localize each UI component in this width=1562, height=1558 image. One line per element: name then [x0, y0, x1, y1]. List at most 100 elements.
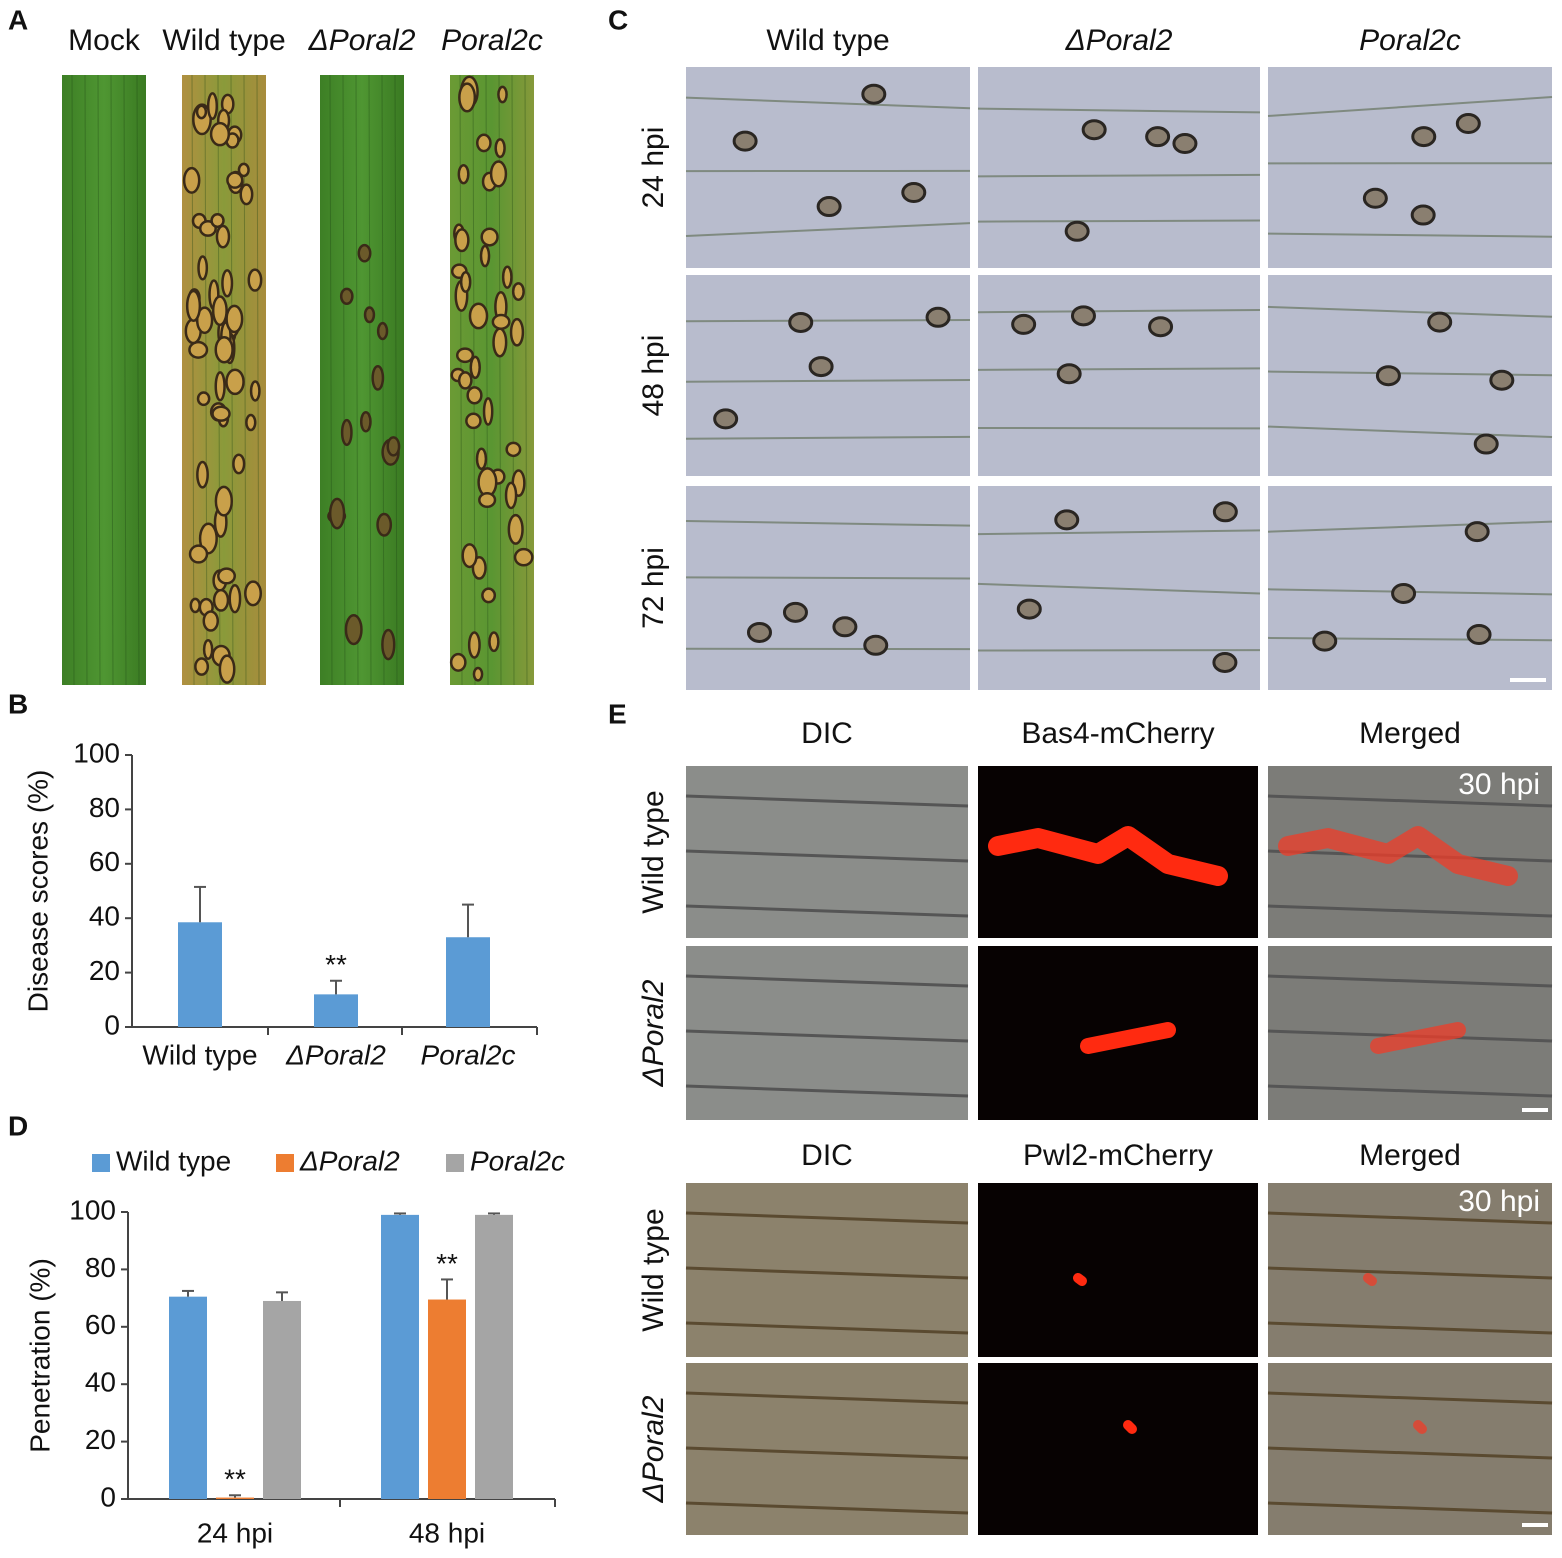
lesion	[198, 522, 218, 555]
lesion	[218, 654, 236, 684]
bar	[475, 1214, 513, 1499]
column-label: Wild type	[766, 24, 889, 57]
lesion	[194, 657, 210, 676]
column-label: Poral2c	[1359, 24, 1461, 57]
spore	[1466, 624, 1492, 646]
lesion	[482, 397, 494, 426]
lesion	[478, 491, 497, 508]
error-bar	[394, 1212, 406, 1215]
panel-letter: D	[8, 1110, 28, 1141]
spore	[1145, 126, 1171, 148]
cell-wall	[1267, 849, 1553, 863]
error-bar	[182, 1289, 194, 1297]
lesion	[461, 543, 478, 569]
fluorescent-hypha	[1363, 1273, 1377, 1286]
lesion	[214, 371, 226, 402]
fluorescence-image	[978, 1363, 1258, 1535]
micrograph	[686, 67, 970, 268]
panel-letter: C	[608, 4, 628, 35]
cell-wall	[1267, 1391, 1553, 1405]
x-tick-label: 48 hpi	[409, 1517, 485, 1548]
leaf-vein	[84, 74, 88, 686]
y-tick-label: 60	[85, 1309, 116, 1340]
lesion	[344, 614, 363, 646]
cell-wall	[685, 519, 971, 527]
cell-wall	[685, 435, 971, 440]
cell-wall	[685, 1266, 969, 1280]
cell-wall	[977, 219, 1261, 223]
leaf-photo	[320, 75, 404, 685]
micrograph	[1268, 67, 1552, 268]
cell-wall	[977, 529, 1261, 536]
lesion	[491, 313, 511, 330]
lesion	[226, 171, 244, 189]
leaf-label: ΔPoral2	[308, 24, 416, 57]
row-label: Wild type	[637, 790, 670, 913]
lesion	[469, 355, 481, 380]
leaf-label: Mock	[68, 24, 141, 57]
leaf-vein	[342, 74, 346, 686]
lesion	[359, 411, 372, 433]
lesion	[182, 166, 201, 194]
fluorescent-hypha	[1080, 1022, 1176, 1054]
leaf-vein	[511, 74, 515, 686]
lesion	[472, 666, 484, 682]
fluorescent-hypha	[1370, 1022, 1466, 1054]
lesion	[210, 213, 225, 229]
cell-wall	[1267, 305, 1553, 318]
lesion	[202, 610, 220, 632]
time-label: 30 hpi	[1458, 768, 1540, 801]
spore	[1391, 582, 1417, 604]
lesion	[185, 289, 202, 323]
cell-wall	[685, 1501, 969, 1515]
lesion	[217, 567, 236, 585]
y-tick-label: 40	[85, 1367, 116, 1398]
spore	[1011, 313, 1037, 335]
cell-wall	[1267, 1211, 1553, 1225]
spore	[863, 634, 889, 656]
spore	[732, 130, 758, 152]
lesion	[475, 447, 488, 471]
leaf-vein	[355, 74, 359, 686]
leaf-vein	[368, 74, 372, 686]
spore	[816, 196, 842, 218]
cell-wall	[1267, 520, 1553, 533]
y-tick-label: 100	[73, 737, 120, 768]
lesion	[458, 82, 477, 113]
spore	[861, 83, 887, 105]
lesion	[209, 121, 231, 147]
lesion	[489, 160, 508, 188]
spore	[713, 408, 739, 430]
error-bar	[488, 1212, 500, 1215]
cell-wall	[977, 107, 1261, 114]
bar	[446, 937, 490, 1027]
column-label: DIC	[801, 1139, 853, 1172]
lesion	[211, 295, 228, 327]
y-tick-label: 0	[104, 1009, 120, 1040]
lesion	[211, 405, 231, 422]
leaf-vein	[123, 74, 127, 686]
legend-swatch	[92, 1154, 110, 1172]
leaf-vein	[394, 74, 398, 686]
row-label: 48 hpi	[637, 335, 670, 417]
lesion	[481, 587, 497, 604]
lesion	[507, 513, 524, 545]
spore	[1489, 369, 1515, 391]
legend-label: ΔPoral2	[299, 1145, 400, 1176]
lesion	[465, 412, 482, 430]
cell-wall	[977, 173, 1261, 178]
lesion	[468, 302, 489, 330]
y-tick-label: 100	[69, 1194, 116, 1225]
spore	[832, 616, 858, 638]
lesion	[245, 413, 257, 432]
error-bar	[330, 979, 342, 995]
error-bar	[441, 1278, 453, 1300]
spore	[746, 621, 772, 643]
cell-wall	[1267, 232, 1553, 238]
lesion	[212, 588, 230, 612]
fluorescent-hypha	[1073, 1273, 1087, 1286]
cell-wall	[1267, 1266, 1553, 1280]
error-bar	[276, 1291, 288, 1301]
cell-wall	[977, 582, 1261, 595]
significance-label: **	[436, 1248, 458, 1279]
